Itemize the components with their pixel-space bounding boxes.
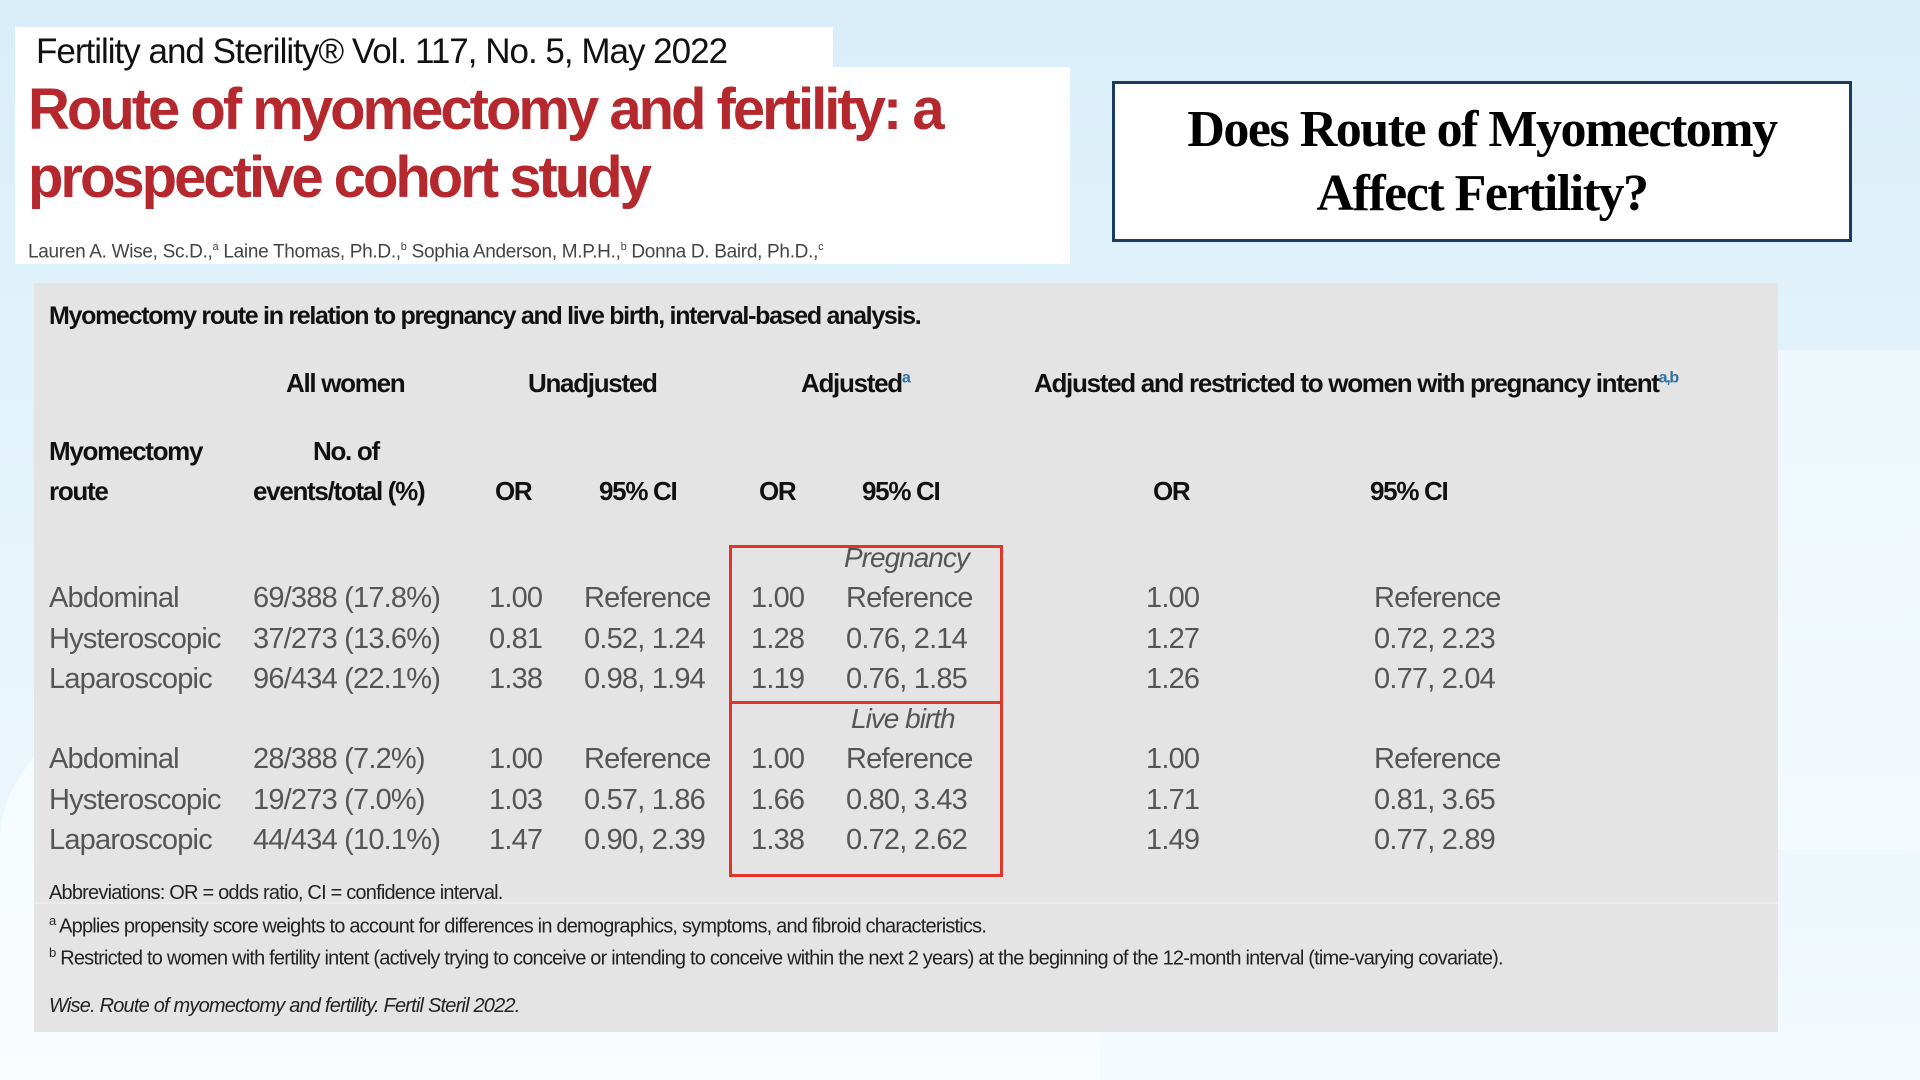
footnote-mark: a,b [1658,369,1680,387]
cell-adjusted-ci: 0.72, 2.62 [846,824,968,856]
author: Lauren A. Wise, Sc.D., [28,241,213,263]
group-header-unadjusted: Unadjusted [528,368,658,398]
col-header-events: events/total (%) [253,476,426,506]
cell-adjusted-ci: Reference [846,743,973,775]
col-header-ci: 95% CI [862,476,941,506]
cell-unadjusted-ci: Reference [584,582,711,614]
divider [34,902,1778,904]
cell-events: 37/273 (13.6%) [253,622,441,655]
source-citation: Wise. Route of myomectomy and fertility.… [49,995,520,1017]
highlight-box-adjusted [729,545,1003,877]
question-line2: Affect Fertility? [1316,164,1649,222]
cell-events: 96/434 (22.1%) [253,663,441,695]
cell-adjusted-ci: 0.76, 2.14 [846,622,968,655]
footnote-b: b Restricted to women with fertility int… [49,945,1504,971]
affiliation-mark: b [400,241,407,253]
footnote-mark: b [49,945,56,960]
col-header-ci: 95% CI [1370,476,1449,506]
label: Adjusted [801,368,903,398]
cell-adjusted-or: 1.19 [751,663,805,695]
label: Adjusted and restricted to women with pr… [1034,368,1660,398]
abbreviations: Abbreviations: OR = odds ratio, CI = con… [49,882,503,904]
author: Laine Thomas, Ph.D., [223,241,401,263]
cell-restricted-or: 1.71 [1146,783,1200,816]
footnote-text: Restricted to women with fertility inten… [60,947,1503,970]
cell-adjusted-or: 1.28 [751,622,805,655]
affiliation-mark: b [620,241,627,253]
cell-unadjusted-or: 1.38 [489,663,543,695]
group-header-restricted: Adjusted and restricted to women with pr… [1034,368,1680,399]
group-header-all-women: All women [286,368,406,398]
col-header-ci: 95% CI [599,476,678,506]
table-caption: Myomectomy route in relation to pregnanc… [49,302,922,330]
cell-unadjusted-ci: 0.90, 2.39 [584,824,706,856]
author: Sophia Anderson, M.P.H., [411,241,621,263]
cell-restricted-or: 1.49 [1146,824,1200,856]
cell-restricted-ci: 0.77, 2.89 [1374,824,1496,856]
footnote-mark: a [49,913,56,928]
cell-events: 19/273 (7.0%) [253,783,426,816]
col-header-route: route [49,476,109,506]
cell-unadjusted-ci: Reference [584,743,711,775]
col-header-or: OR [759,476,797,506]
cell-adjusted-or: 1.00 [751,582,805,614]
cell-events: 69/388 (17.8%) [253,582,441,614]
cell-restricted-ci: 0.72, 2.23 [1374,622,1496,655]
cell-events: 44/434 (10.1%) [253,824,441,856]
article-title-line2: prospective cohort study [28,145,652,210]
cell-restricted-ci: 0.77, 2.04 [1374,663,1496,695]
cell-restricted-ci: Reference [1374,582,1501,614]
cell-adjusted-ci: 0.76, 1.85 [846,663,968,695]
col-header-or: OR [1153,476,1191,506]
cell-route: Hysteroscopic [49,622,222,655]
col-header-or: OR [495,476,533,506]
results-table-panel [34,283,1778,1032]
question-box: Does Route of Myomectomy Affect Fertilit… [1112,81,1852,242]
author-list: Lauren A. Wise, Sc.D.,a Laine Thomas, Ph… [28,241,824,263]
cell-route: Hysteroscopic [49,783,222,816]
col-header-events: No. of [313,436,380,466]
cell-adjusted-or: 1.00 [751,743,805,775]
highlight-divider [729,701,1003,704]
footnote-text: Applies propensity score weights to acco… [59,915,987,938]
cell-restricted-ci: 0.81, 3.65 [1374,783,1496,816]
cell-restricted-ci: Reference [1374,743,1501,775]
section-label: Live birth [851,703,956,734]
col-header-route: Myomectomy [49,436,203,466]
question-line1: Does Route of Myomectomy [1187,100,1778,158]
affiliation-mark: a [212,241,219,253]
cell-adjusted-or: 1.66 [751,783,805,816]
cell-route: Abdominal [49,582,180,614]
article-header [15,67,1070,264]
cell-adjusted-ci: 0.80, 3.43 [846,783,968,816]
cell-unadjusted-ci: 0.57, 1.86 [584,783,706,816]
footnote-mark: a [901,369,911,387]
cell-unadjusted-ci: 0.52, 1.24 [584,622,706,655]
cell-restricted-or: 1.00 [1146,582,1200,614]
author: Donna D. Baird, Ph.D., [631,241,819,263]
cell-unadjusted-ci: 0.98, 1.94 [584,663,706,695]
affiliation-mark: c [818,241,824,253]
journal-citation: Fertility and Sterility® Vol. 117, No. 5… [36,32,728,71]
article-title-line1: Route of myomectomy and fertility: a [28,77,945,142]
cell-events: 28/388 (7.2%) [253,743,426,775]
cell-unadjusted-or: 1.00 [489,743,543,775]
cell-adjusted-ci: Reference [846,582,973,614]
cell-restricted-or: 1.27 [1146,622,1200,655]
cell-route: Abdominal [49,743,180,775]
cell-route: Laparoscopic [49,663,213,695]
cell-adjusted-or: 1.38 [751,824,805,856]
cell-restricted-or: 1.26 [1146,663,1200,695]
cell-route: Laparoscopic [49,824,213,856]
cell-unadjusted-or: 0.81 [489,622,543,655]
footnote-a: a Applies propensity score weights to ac… [49,913,987,939]
cell-unadjusted-or: 1.47 [489,824,543,856]
group-header-adjusted: Adjusteda [801,368,911,399]
cell-unadjusted-or: 1.03 [489,783,543,816]
cell-restricted-or: 1.00 [1146,743,1200,775]
journal-banner [15,27,833,71]
cell-unadjusted-or: 1.00 [489,582,543,614]
